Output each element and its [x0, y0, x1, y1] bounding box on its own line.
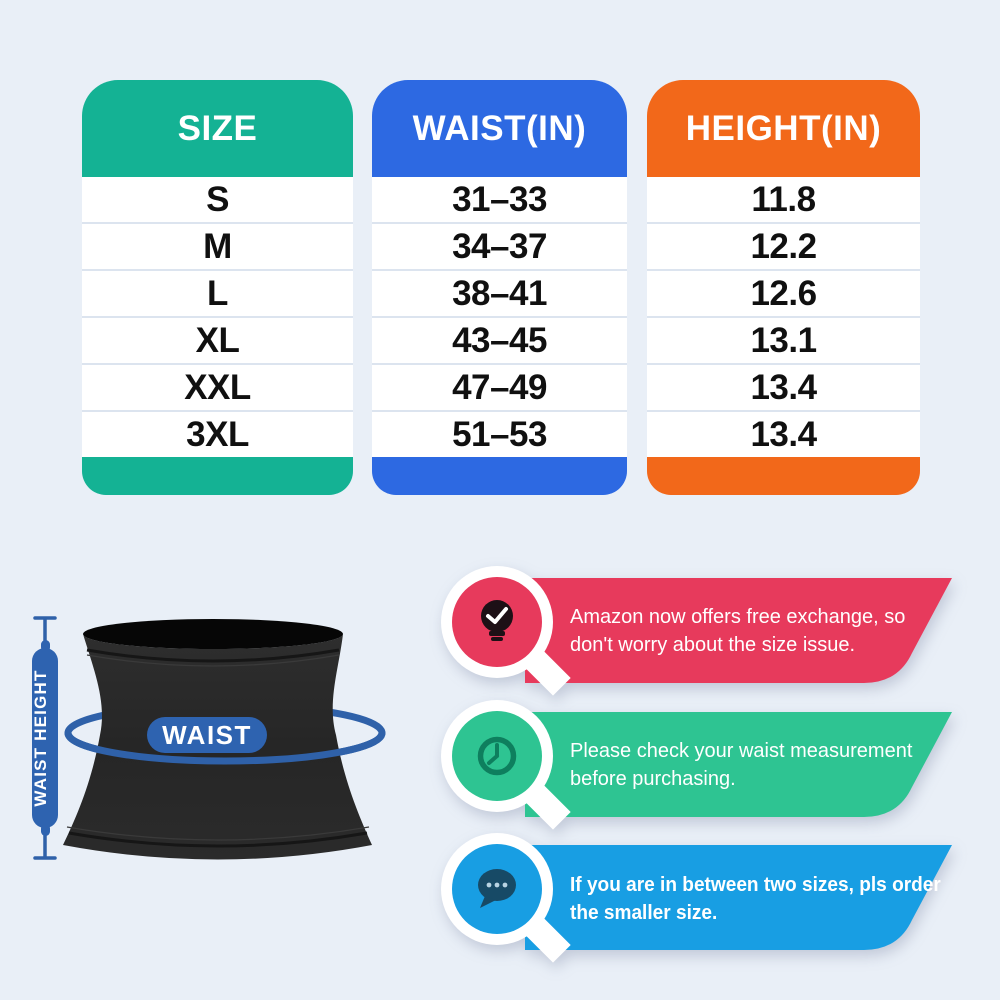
table-cell: 11.8: [647, 177, 920, 222]
column-header-waist: WAIST(IN): [372, 80, 627, 177]
table-cell: 51–53: [372, 410, 627, 457]
table-cell: M: [82, 222, 353, 269]
table-cell: XL: [82, 316, 353, 363]
table-cell: L: [82, 269, 353, 316]
chat-bubble-icon: [478, 869, 516, 908]
height-measure-line: [33, 616, 57, 860]
ribbon-blue: [525, 845, 952, 950]
waist-height-label-pill: [32, 648, 58, 828]
lightbulb-check-icon: [481, 600, 513, 641]
table-cell: 38–41: [372, 269, 627, 316]
ribbon-red: [525, 578, 952, 683]
column-footer-size: [82, 457, 353, 495]
table-cell: 31–33: [372, 177, 627, 222]
banner-message: Amazon now offers free exchange, so don'…: [570, 579, 955, 683]
table-cell: 13.1: [647, 316, 920, 363]
table-cell: 3XL: [82, 410, 353, 457]
waist-label-pill: [147, 717, 267, 753]
table-cell: 13.4: [647, 410, 920, 457]
table-cell: 12.2: [647, 222, 920, 269]
clock-icon: [477, 736, 517, 776]
garment-opening: [83, 619, 343, 649]
waist-height-label: WAIST HEIGHT: [31, 669, 50, 806]
banner-check-measurement: Please check your waist measurement befo…: [440, 699, 960, 834]
table-cell: 34–37: [372, 222, 627, 269]
column-header-height: HEIGHT(IN): [647, 80, 920, 177]
bottom-seam: [68, 831, 368, 848]
banner-shape: [441, 566, 952, 696]
banner-line: the smaller size.: [570, 900, 718, 924]
table-column-height: HEIGHT(IN) 11.8 12.2 12.6 13.1 13.4 13.4: [647, 80, 920, 495]
banner-shape: [441, 700, 952, 830]
banner-line: don't worry about the size issue.: [570, 633, 856, 656]
waist-label: WAIST: [162, 720, 252, 750]
banner-shape: [441, 833, 952, 963]
banner-line: Please check your waist measurement: [570, 739, 913, 762]
column-footer-waist: [372, 457, 627, 495]
banner-message: Please check your waist measurement befo…: [570, 713, 955, 817]
column-header-size: SIZE: [82, 80, 353, 177]
table-column-waist: WAIST(IN) 31–33 34–37 38–41 43–45 47–49 …: [372, 80, 627, 495]
column-footer-height: [647, 457, 920, 495]
waist-circumference-ellipse-front: [64, 729, 386, 765]
table-cell: XXL: [82, 363, 353, 410]
table-cell: 43–45: [372, 316, 627, 363]
table-cell: 12.6: [647, 269, 920, 316]
banner-line: Amazon now offers free exchange, so: [570, 605, 906, 628]
table-cell: 13.4: [647, 363, 920, 410]
magnifier-handle: [510, 769, 571, 830]
table-cell: 47–49: [372, 363, 627, 410]
table-column-size: SIZE S M L XL XXL 3XL: [82, 80, 353, 495]
banner-message: If you are in between two sizes, pls ord…: [570, 846, 941, 950]
table-cell: S: [82, 177, 353, 222]
waist-trainer-diagram: WAIST WAIST HEIGHT: [31, 616, 386, 860]
banner-between-sizes: If you are in between two sizes, pls ord…: [440, 832, 960, 967]
banner-free-exchange: Amazon now offers free exchange, so don'…: [440, 565, 960, 700]
banner-line: before purchasing.: [570, 767, 736, 790]
magnifier-handle: [510, 902, 571, 963]
magnifier-handle: [510, 635, 571, 696]
top-seam: [86, 648, 340, 663]
top-seam-stitch: [86, 654, 340, 667]
banner-line: If you are in between two sizes, pls ord…: [570, 872, 941, 896]
ribbon-green: [525, 712, 952, 817]
bottom-seam-stitch: [66, 826, 370, 841]
